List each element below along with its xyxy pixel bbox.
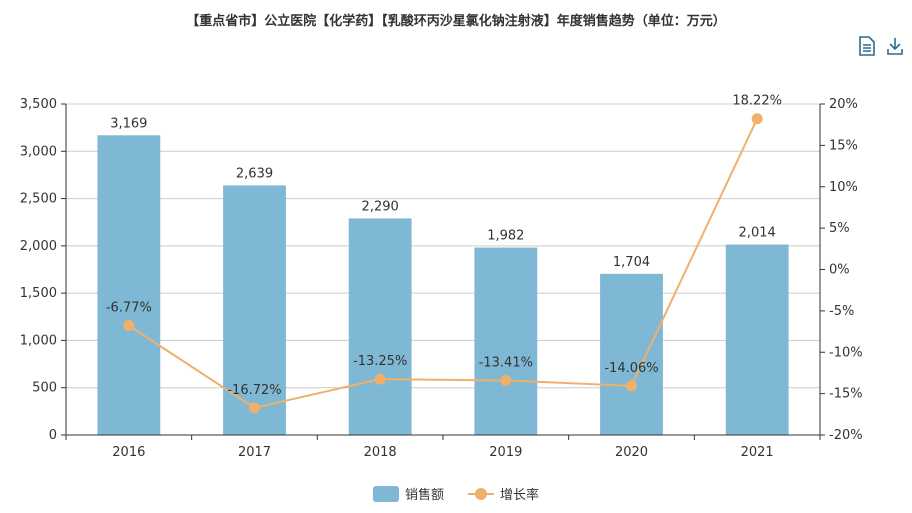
legend-line-swatch (468, 486, 494, 502)
growth-value-label: 18.22% (732, 94, 782, 109)
y-left-tick-label: 3,000 (20, 144, 57, 159)
bar (348, 218, 412, 435)
y-right-tick-label: 20% (829, 97, 858, 112)
x-tick-label: 2018 (364, 445, 397, 460)
y-left-tick-label: 2,000 (20, 239, 57, 254)
growth-point (626, 380, 637, 392)
axes: 0 500 1,000 1,500 2,000 2,500 3,000 3,500 -20% -1… (20, 97, 863, 460)
growth-point (751, 113, 763, 125)
y-left-tick-label: 500 (32, 381, 57, 396)
bar-value-label: 3,169 (110, 116, 147, 131)
data-labels: 3,169 2,639 2,290 1,982 1,704 2,014 -6.77% -16.… (106, 94, 782, 398)
growth-point (374, 373, 386, 385)
y-left-tick-label: 2,500 (20, 192, 57, 207)
growth-value-label: -13.41% (479, 355, 533, 370)
legend-label-sales: 销售额 (404, 488, 444, 503)
toolbox (858, 36, 904, 56)
y-left-tick-label: 3,500 (20, 97, 57, 112)
y-left-tick-label: 1,500 (20, 286, 57, 301)
x-tick-label: 2021 (741, 445, 774, 460)
bar (97, 135, 161, 435)
y-right-tick-label: -5% (829, 304, 854, 319)
y-right-tick-label: 0% (829, 263, 850, 278)
y-right-tick-label: -10% (829, 345, 863, 360)
bar-value-label: 1,982 (487, 229, 524, 244)
legend: 销售额 增长率 (0, 484, 912, 503)
download-icon[interactable] (886, 36, 904, 56)
y-right-tick-label: -15% (829, 387, 863, 402)
line-series (123, 113, 763, 414)
growth-value-label: -13.25% (353, 354, 407, 369)
x-tick-label: 2016 (112, 445, 145, 460)
y-right-tick-label: 5% (829, 221, 850, 236)
legend-label-growth: 增长率 (500, 488, 540, 503)
bar (725, 244, 789, 435)
growth-value-label: -16.72% (227, 383, 281, 398)
bar-value-label: 2,290 (362, 199, 399, 214)
growth-point (500, 374, 512, 386)
legend-item-sales[interactable]: 销售额 (372, 484, 444, 503)
bar (474, 247, 538, 435)
y-right-tick-label: 10% (829, 180, 858, 195)
growth-point (123, 320, 135, 332)
growth-point (249, 402, 260, 414)
x-tick-label: 2017 (238, 445, 271, 460)
growth-value-label: -14.06% (604, 361, 658, 376)
bar (600, 273, 663, 435)
y-right-tick-label: -20% (829, 428, 863, 443)
bar-value-label: 2,014 (739, 226, 776, 241)
grid-lines (66, 103, 820, 389)
chart-title: 【重点省市】公立医院【化学药】【乳酸环丙沙星氯化钠注射液】年度销售趋势（单位：万… (186, 14, 726, 29)
x-tick-label: 2020 (615, 445, 648, 460)
growth-value-label: -6.77% (106, 301, 152, 316)
y-left-tick-label: 1,000 (20, 333, 57, 348)
bar-series (97, 135, 789, 435)
bar-value-label: 2,639 (236, 166, 273, 181)
data-view-icon[interactable] (858, 36, 876, 56)
y-left-tick-label: 0 (49, 428, 57, 443)
legend-item-growth[interactable]: 增长率 (468, 484, 539, 503)
y-right-tick-label: 15% (829, 138, 858, 153)
growth-line (128, 118, 759, 409)
bar-value-label: 1,704 (613, 255, 650, 270)
x-tick-label: 2019 (489, 445, 522, 460)
legend-bar-swatch (372, 485, 399, 502)
